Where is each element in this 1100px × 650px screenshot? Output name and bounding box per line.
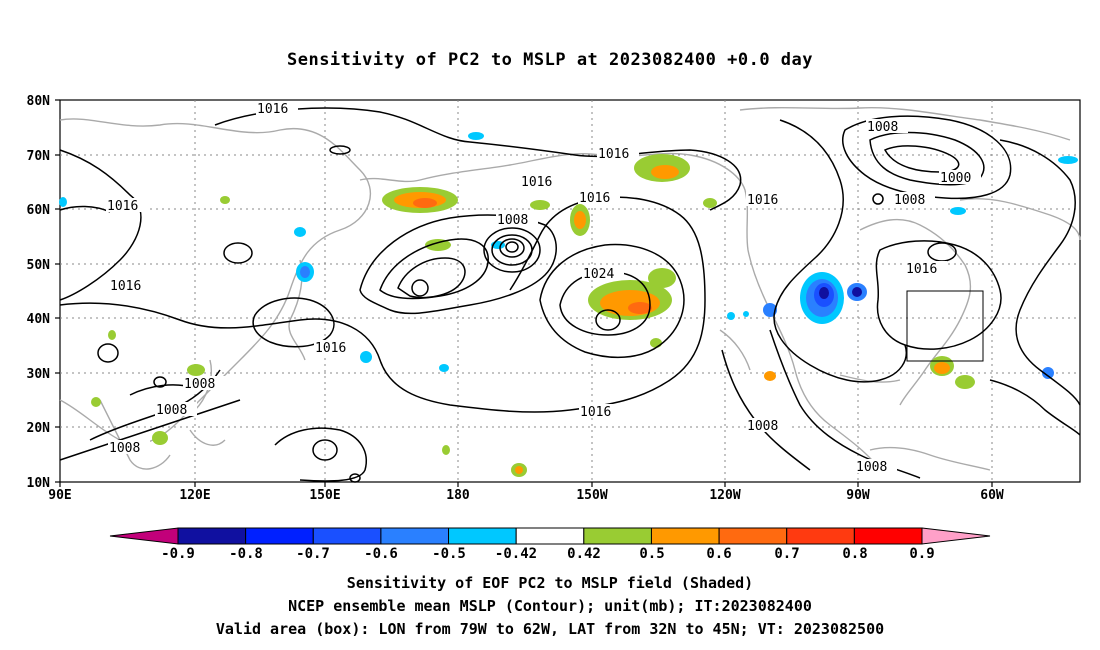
lat-label: 60N: [27, 203, 51, 218]
contour-label: 1008: [867, 120, 898, 135]
contour-label: 1016: [598, 147, 629, 162]
mslp-contours: [59, 107, 1081, 483]
colorbar-label: -0.6: [364, 546, 398, 562]
contour-label: 1016: [107, 199, 138, 214]
lat-label: 70N: [27, 149, 51, 164]
latitude-labels: 80N 70N 60N 50N 40N 30N 20N 10N: [27, 94, 51, 491]
colorbar-label: -0.9: [161, 546, 195, 562]
colorbar-swatch: [853, 527, 923, 545]
valid-area-box: [906, 290, 984, 362]
colorbar-swatch: [786, 527, 855, 545]
lat-label: 50N: [27, 258, 51, 273]
lat-label: 20N: [27, 421, 51, 436]
caption-line-3: Valid area (box): LON from 79W to 62W, L…: [215, 620, 885, 638]
contour-label: 1024: [583, 267, 614, 282]
lon-label: 150E: [309, 488, 340, 503]
contour-label: 1016: [579, 191, 610, 206]
colorbar-label: -0.8: [229, 546, 263, 562]
lat-label: 80N: [27, 94, 51, 109]
contour-label: 1016: [906, 262, 937, 277]
contour-label: 1000: [940, 171, 971, 186]
contour-label: 1016: [747, 193, 778, 208]
colorbar-swatch: [312, 527, 382, 545]
lon-label: 150W: [576, 488, 607, 503]
contour-label: 1008: [109, 441, 140, 456]
contour-labels: 1016 1016 1016 1016 1016 1016 1016 1016 …: [106, 101, 981, 475]
colorbar-label: 0.7: [774, 546, 799, 562]
colorbar-swatch: [380, 527, 450, 545]
colorbar-swatch: [448, 527, 517, 545]
colorbar-labels: -0.9 -0.8 -0.7 -0.6 -0.5 -0.42 0.42 0.5 …: [161, 546, 935, 562]
colorbar-label: 0.8: [842, 546, 867, 562]
contour-label: 1016: [315, 341, 346, 356]
colorbar-label: -0.5: [432, 546, 466, 562]
colorbar-swatch: [515, 527, 585, 545]
colorbar-arrow-high: [921, 527, 991, 545]
lon-label: 120W: [709, 488, 740, 503]
lon-label: 180: [446, 488, 470, 503]
contour-label: 1008: [184, 377, 215, 392]
contour-label: 1008: [856, 460, 887, 475]
lat-label: 30N: [27, 367, 51, 382]
sensitivity-shading: [59, 132, 1078, 477]
colorbar-arrow-low: [109, 527, 179, 545]
contour-label: 1008: [156, 403, 187, 418]
colorbar-swatch: [583, 527, 652, 545]
lon-label: 60W: [980, 488, 1004, 503]
contour-label: 1008: [497, 213, 528, 228]
colorbar: [109, 527, 991, 545]
colorbar-swatch: [650, 527, 720, 545]
contour-label: 1016: [521, 175, 552, 190]
axis-ticks: [55, 99, 993, 487]
lat-label: 40N: [27, 312, 51, 327]
contour-label: 1016: [110, 279, 141, 294]
lon-label: 90E: [48, 488, 71, 503]
colorbar-label: 0.42: [567, 546, 601, 562]
caption-line-2: NCEP ensemble mean MSLP (Contour); unit(…: [288, 597, 812, 615]
contour-label: 1016: [257, 102, 288, 117]
contour-label: 1008: [747, 419, 778, 434]
contour-label: 1016: [580, 405, 611, 420]
colorbar-swatch: [718, 527, 788, 545]
colorbar-label: 0.9: [909, 546, 934, 562]
map-title: Sensitivity of PC2 to MSLP at 2023082400…: [286, 50, 813, 70]
lon-label: 90W: [846, 488, 870, 503]
colorbar-swatch: [245, 527, 314, 545]
colorbar-label: 0.5: [639, 546, 664, 562]
contour-label: 1008: [894, 193, 925, 208]
colorbar-label: -0.42: [495, 546, 537, 562]
caption-line-1: Sensitivity of EOF PC2 to MSLP field (Sh…: [346, 574, 754, 592]
colorbar-label: -0.7: [296, 546, 330, 562]
lat-label: 10N: [27, 476, 51, 491]
colorbar-label: 0.6: [706, 546, 731, 562]
longitude-labels: 90E 120E 150E 180 150W 120W 90W 60W: [48, 488, 1004, 503]
colorbar-swatch: [177, 527, 247, 545]
lon-label: 120E: [179, 488, 210, 503]
